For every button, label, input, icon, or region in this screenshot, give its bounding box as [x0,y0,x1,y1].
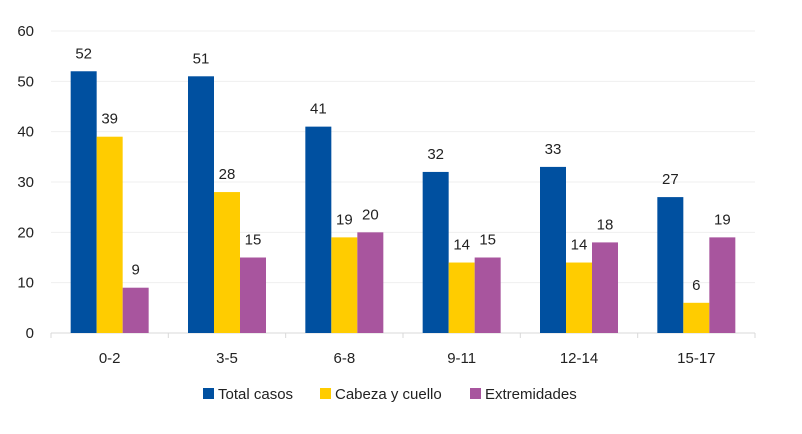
data-label: 32 [427,146,444,163]
bar [683,302,710,333]
bar [448,262,475,333]
legend-swatch [320,388,331,399]
x-tick-label: 15-17 [677,350,715,367]
bar [122,287,149,333]
bar [70,71,97,334]
bar [566,262,592,333]
data-label: 15 [245,232,262,249]
y-tick-label: 50 [17,73,34,90]
data-label: 33 [545,141,562,158]
x-tick-label: 0-2 [99,350,121,367]
bar [540,166,566,333]
bar [240,257,266,333]
y-tick-label: 10 [17,275,34,292]
legend-label: Extremidades [485,386,577,403]
bar [592,242,618,333]
data-label: 19 [336,211,353,228]
legend-swatch [470,388,481,399]
bar [657,197,684,333]
bar [331,237,358,333]
data-label: 15 [479,232,496,249]
legend-label: Cabeza y cuello [335,386,442,403]
y-tick-label: 20 [17,224,34,241]
x-tick-label: 6-8 [333,350,355,367]
x-tick-label: 9-11 [447,350,476,367]
data-label: 52 [75,45,92,62]
bar [305,126,332,333]
data-label: 18 [597,216,614,233]
data-label: 41 [310,101,327,118]
data-label: 28 [219,166,236,183]
bar [188,76,214,334]
legend-swatch [203,388,214,399]
data-label: 14 [571,237,588,254]
data-label: 14 [453,237,470,254]
data-label: 20 [362,206,379,223]
data-label: 19 [714,211,731,228]
bar [709,237,736,333]
y-tick-label: 60 [17,23,34,40]
data-label: 6 [692,277,700,294]
y-tick-label: 0 [26,325,34,342]
bar [357,232,384,333]
data-label: 39 [101,111,118,128]
legend-label: Total casos [218,386,293,403]
data-label: 9 [131,262,139,279]
y-tick-label: 30 [17,174,34,191]
x-tick-label: 12-14 [560,350,598,367]
data-label: 51 [193,50,210,67]
data-label: 27 [662,171,679,188]
bar [214,192,240,333]
x-tick-label: 3-5 [216,350,238,367]
bar [474,257,501,333]
y-tick-label: 40 [17,124,34,141]
bar [96,136,123,333]
bar [422,171,449,333]
